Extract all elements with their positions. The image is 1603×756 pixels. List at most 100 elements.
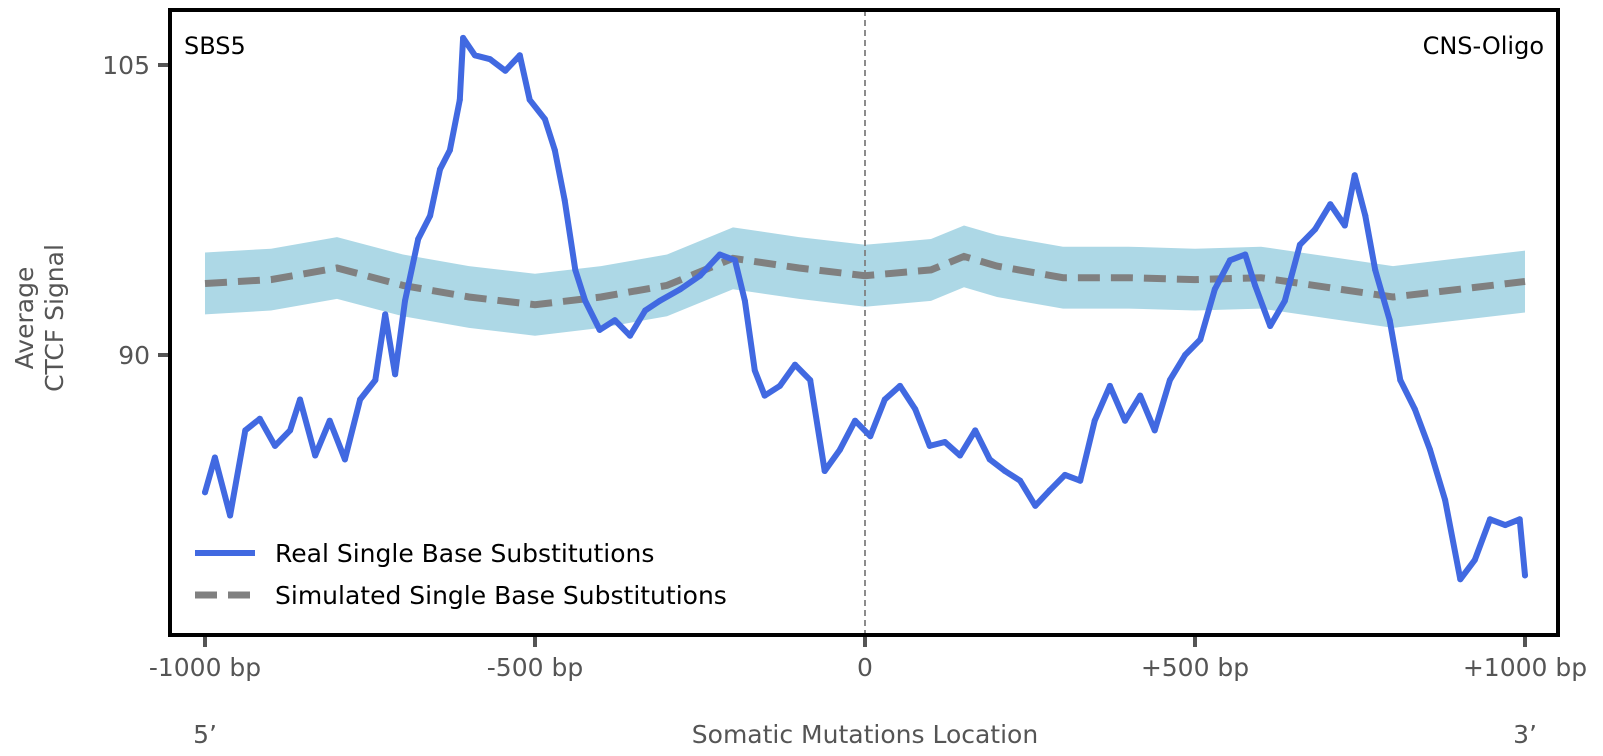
real-data-point [372, 377, 379, 384]
real-data-point [382, 311, 389, 318]
real-data-point [1211, 286, 1218, 293]
real-data-point [852, 417, 859, 424]
real-data-point [1017, 477, 1024, 484]
real-data-point [807, 377, 814, 384]
real-data-point [1457, 576, 1464, 583]
real-data-point [1471, 556, 1478, 563]
y-axis-title-line2: CTCF Signal [40, 244, 69, 392]
real-data-point [1341, 222, 1348, 229]
real-data-point [821, 468, 828, 474]
real-data-point [1122, 417, 1128, 424]
real-data-point [437, 166, 443, 173]
y-tick-label: 105 [102, 51, 150, 80]
real-data-point [1502, 522, 1509, 529]
real-data-point [1091, 417, 1098, 424]
real-data-point [1242, 251, 1249, 258]
real-data-point [526, 96, 533, 103]
real-data-point [1327, 201, 1334, 208]
real-data-point [697, 272, 703, 279]
real-data-point [471, 52, 478, 59]
real-data-point [1197, 336, 1204, 343]
real-data-point [487, 56, 494, 63]
simulated-series-line [204, 252, 1526, 309]
real-data-point [677, 286, 684, 293]
real-data-point [912, 406, 919, 413]
x-ticks: -1000 bp -500 bp 0 +500 bp +1000 bp [149, 635, 1587, 682]
y-ticks: 90 105 [102, 51, 170, 370]
real-data-point [1032, 502, 1039, 509]
real-data-point [957, 452, 963, 459]
real-data-point [881, 396, 888, 403]
real-data-point [1397, 377, 1404, 384]
real-data-point [1046, 487, 1053, 494]
real-data-point [1296, 241, 1303, 248]
real-data-point [1351, 172, 1358, 179]
y-axis-title-line1: Average [10, 267, 39, 370]
real-data-point [656, 297, 663, 304]
three-prime-label: 3’ [1513, 720, 1537, 749]
real-data-point [1062, 471, 1068, 478]
real-data-point [1522, 572, 1528, 579]
real-data-point [1312, 226, 1319, 233]
real-data-point [732, 257, 738, 264]
real-data-point [627, 332, 633, 339]
real-data-point [326, 417, 333, 424]
real-data-point [611, 317, 618, 324]
signature-label: SBS5 [184, 32, 246, 60]
real-data-point [561, 197, 568, 204]
real-data-point [1487, 516, 1493, 523]
real-data-point [926, 442, 933, 449]
real-data-point [1411, 406, 1418, 413]
real-data-point [242, 427, 249, 434]
x-tick-label: 0 [857, 653, 873, 682]
real-data-point [551, 147, 558, 154]
real-data-point [1182, 352, 1189, 358]
real-data-point [642, 307, 649, 314]
real-data-point [502, 67, 509, 74]
real-data-point [427, 212, 434, 219]
tissue-label: CNS-Oligo [1423, 32, 1544, 60]
x-tick-label: -500 bp [487, 653, 583, 682]
real-data-point [1227, 257, 1233, 264]
real-data-point [986, 456, 993, 463]
real-data-point [1077, 477, 1084, 484]
x-tick-label: +500 bp [1141, 653, 1249, 682]
real-data-point [972, 427, 979, 434]
real-data-point [1106, 382, 1113, 389]
plot-frame [168, 8, 1560, 637]
real-data-point [1442, 497, 1449, 503]
real-data-point [392, 371, 399, 378]
real-data-point [256, 415, 263, 422]
real-data-point [761, 392, 768, 399]
real-data-point [456, 96, 463, 103]
real-data-point [716, 251, 723, 258]
real-data-point [741, 297, 748, 304]
real-data-point [541, 116, 548, 123]
y-tick-label: 90 [118, 341, 150, 370]
real-data-point [272, 442, 278, 449]
real-data-point [1516, 516, 1523, 523]
real-data-point [312, 452, 319, 459]
x-tick-label: -1000 bp [149, 653, 261, 682]
real-series-points [202, 34, 1528, 583]
real-data-point [776, 382, 783, 389]
five-prime-label: 5’ [193, 720, 217, 749]
real-data-point [751, 367, 758, 374]
real-data-point [897, 382, 903, 389]
real-data-point [516, 52, 523, 59]
legend-simulated-label: Simulated Single Base Substitutions [275, 581, 727, 610]
x-axis-title: Somatic Mutations Location [692, 720, 1038, 749]
real-data-point [1166, 377, 1173, 384]
real-data-point [867, 433, 874, 440]
real-data-point [1281, 297, 1288, 304]
legend-real-label: Real Single Base Substitutions [275, 539, 654, 568]
real-data-point [1362, 212, 1369, 219]
real-data-point [402, 297, 408, 304]
real-data-point [460, 34, 467, 41]
real-data-point [836, 446, 843, 453]
real-data-point [1267, 323, 1274, 329]
real-data-point [227, 512, 234, 519]
real-data-point [1001, 468, 1008, 474]
real-data-point [792, 361, 798, 368]
